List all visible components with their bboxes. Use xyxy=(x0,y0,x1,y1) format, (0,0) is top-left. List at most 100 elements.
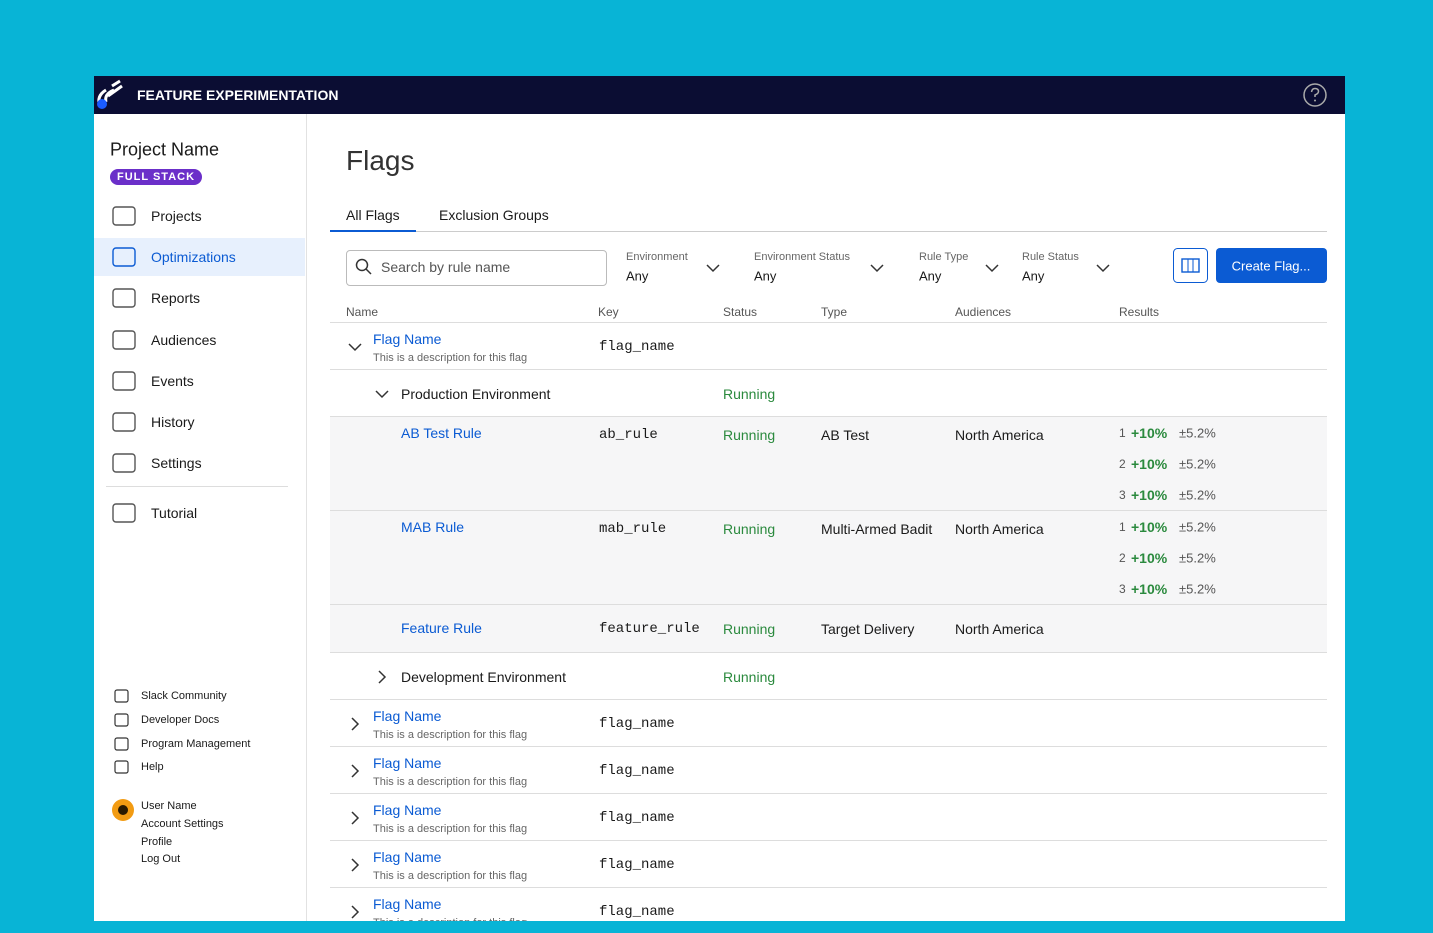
user-menu-item[interactable]: Account Settings xyxy=(141,818,224,830)
columns-button[interactable] xyxy=(1173,248,1208,283)
tab-active[interactable]: All Flags xyxy=(346,207,400,223)
footer-link[interactable]: Developer Docs xyxy=(141,714,220,726)
column-header: Key xyxy=(598,305,619,319)
user-avatar xyxy=(112,799,134,821)
environment-name[interactable]: Development Environment xyxy=(401,669,566,685)
nav-item[interactable]: History xyxy=(151,414,195,430)
result-rank: 1 xyxy=(1119,520,1126,534)
collapse-chevron[interactable] xyxy=(984,260,1000,276)
rule-key: mab_rule xyxy=(599,521,667,537)
nav-item[interactable]: Settings xyxy=(151,455,202,471)
collapse-chevron[interactable] xyxy=(705,260,721,276)
footer-link[interactable]: Program Management xyxy=(141,738,251,750)
expand-chevron[interactable] xyxy=(347,857,363,873)
rule-status: Running xyxy=(723,621,776,637)
expand-chevron[interactable] xyxy=(347,810,363,826)
row-divider xyxy=(330,322,1327,323)
collapse-chevron[interactable] xyxy=(1095,260,1111,276)
filter-value[interactable]: Any xyxy=(1022,268,1045,284)
row-divider xyxy=(330,887,1327,888)
expand-chevron[interactable] xyxy=(374,669,390,685)
search-placeholder[interactable]: Search by rule name xyxy=(381,259,511,275)
tab[interactable]: Exclusion Groups xyxy=(439,207,549,223)
result-change: +10% xyxy=(1131,581,1168,597)
collapse-chevron[interactable] xyxy=(374,386,390,402)
nav-item[interactable]: Audiences xyxy=(151,332,217,348)
flag-name[interactable]: Flag Name xyxy=(373,896,442,912)
link-icon xyxy=(114,689,129,703)
result-rank: 3 xyxy=(1119,582,1126,596)
rule-name[interactable]: AB Test Rule xyxy=(401,425,482,441)
flag-name[interactable]: Flag Name xyxy=(373,802,442,818)
collapse-chevron[interactable] xyxy=(869,260,885,276)
environment-name[interactable]: Production Environment xyxy=(401,386,551,402)
rule-name[interactable]: Feature Rule xyxy=(401,620,482,636)
page-title: Flags xyxy=(346,145,415,176)
user-menu-item[interactable]: Profile xyxy=(141,836,173,848)
user-menu-item[interactable]: User Name xyxy=(141,800,197,812)
row-divider xyxy=(330,840,1327,841)
result-rank: 2 xyxy=(1119,457,1126,471)
footer-link[interactable]: Help xyxy=(141,761,164,773)
flag-name[interactable]: Flag Name xyxy=(373,708,442,724)
expand-chevron[interactable] xyxy=(347,763,363,779)
rule-name[interactable]: MAB Rule xyxy=(401,519,465,535)
flag-description: This is a description for this flag xyxy=(373,352,528,364)
filter-label: Rule Status xyxy=(1022,251,1079,263)
nav-item[interactable]: Projects xyxy=(151,208,202,224)
flag-description: This is a description for this flag xyxy=(373,870,528,882)
search-box[interactable] xyxy=(346,250,607,286)
rule-key: feature_rule xyxy=(599,621,700,637)
rule-type: Multi-Armed Badit xyxy=(821,521,933,537)
nav-item[interactable]: Tutorial xyxy=(151,505,198,521)
create-button-label[interactable]: Create Flag... xyxy=(1231,258,1311,274)
rule-audience: North America xyxy=(955,427,1044,443)
nav-separator xyxy=(106,486,288,487)
column-header: Status xyxy=(723,305,758,319)
environment-status: Running xyxy=(723,669,776,685)
logo xyxy=(97,79,123,109)
nav-icon xyxy=(112,503,136,523)
environment-status: Running xyxy=(723,386,776,402)
help-button[interactable] xyxy=(1302,82,1328,108)
create-button[interactable] xyxy=(1216,248,1327,283)
collapse-chevron[interactable] xyxy=(347,339,363,355)
nav-item[interactable]: Events xyxy=(151,373,194,389)
expand-chevron[interactable] xyxy=(347,716,363,732)
row-divider xyxy=(330,746,1327,747)
flag-name[interactable]: Flag Name xyxy=(373,849,442,865)
project-name: Project Name xyxy=(110,139,220,160)
expand-chevron[interactable] xyxy=(347,904,363,920)
flag-name[interactable]: Flag Name xyxy=(373,755,442,771)
column-header: Audiences xyxy=(955,305,1012,319)
link-icon xyxy=(114,737,129,751)
user-menu-item[interactable]: Log Out xyxy=(141,853,181,865)
row-divider xyxy=(330,699,1327,700)
nav-icon xyxy=(112,412,136,432)
rule-audience: North America xyxy=(955,521,1044,537)
rule-status: Running xyxy=(723,521,776,537)
nav-icon xyxy=(112,453,136,473)
nav-highlight xyxy=(94,238,305,276)
nav-item[interactable]: Reports xyxy=(151,290,201,306)
result-change: +10% xyxy=(1131,487,1168,503)
nav-icon xyxy=(112,247,136,267)
flag-name[interactable]: Flag Name xyxy=(373,331,442,347)
nav-item[interactable]: Optimizations xyxy=(151,249,236,265)
flag-key: flag_name xyxy=(599,904,675,920)
result-error: ±5.2% xyxy=(1179,550,1216,566)
rule-row xyxy=(330,605,1327,652)
filter-value[interactable]: Any xyxy=(919,268,942,284)
app-title: FEATURE EXPERIMENTATION xyxy=(137,87,339,103)
result-change: +10% xyxy=(1131,550,1168,566)
flag-description: This is a description for this flag xyxy=(373,776,528,788)
main-content: Flags All Flags Exclusion Groups Search by … xyxy=(307,76,1345,921)
filter-value[interactable]: Any xyxy=(754,268,777,284)
filter-value[interactable]: Any xyxy=(626,268,649,284)
result-error: ±5.2% xyxy=(1179,581,1216,597)
tabs-divider xyxy=(330,231,1327,232)
column-header: Name xyxy=(346,305,379,319)
flag-description: This is a description for this flag xyxy=(373,917,527,921)
footer-link[interactable]: Slack Community xyxy=(141,690,227,702)
column-header: Results xyxy=(1119,305,1160,319)
